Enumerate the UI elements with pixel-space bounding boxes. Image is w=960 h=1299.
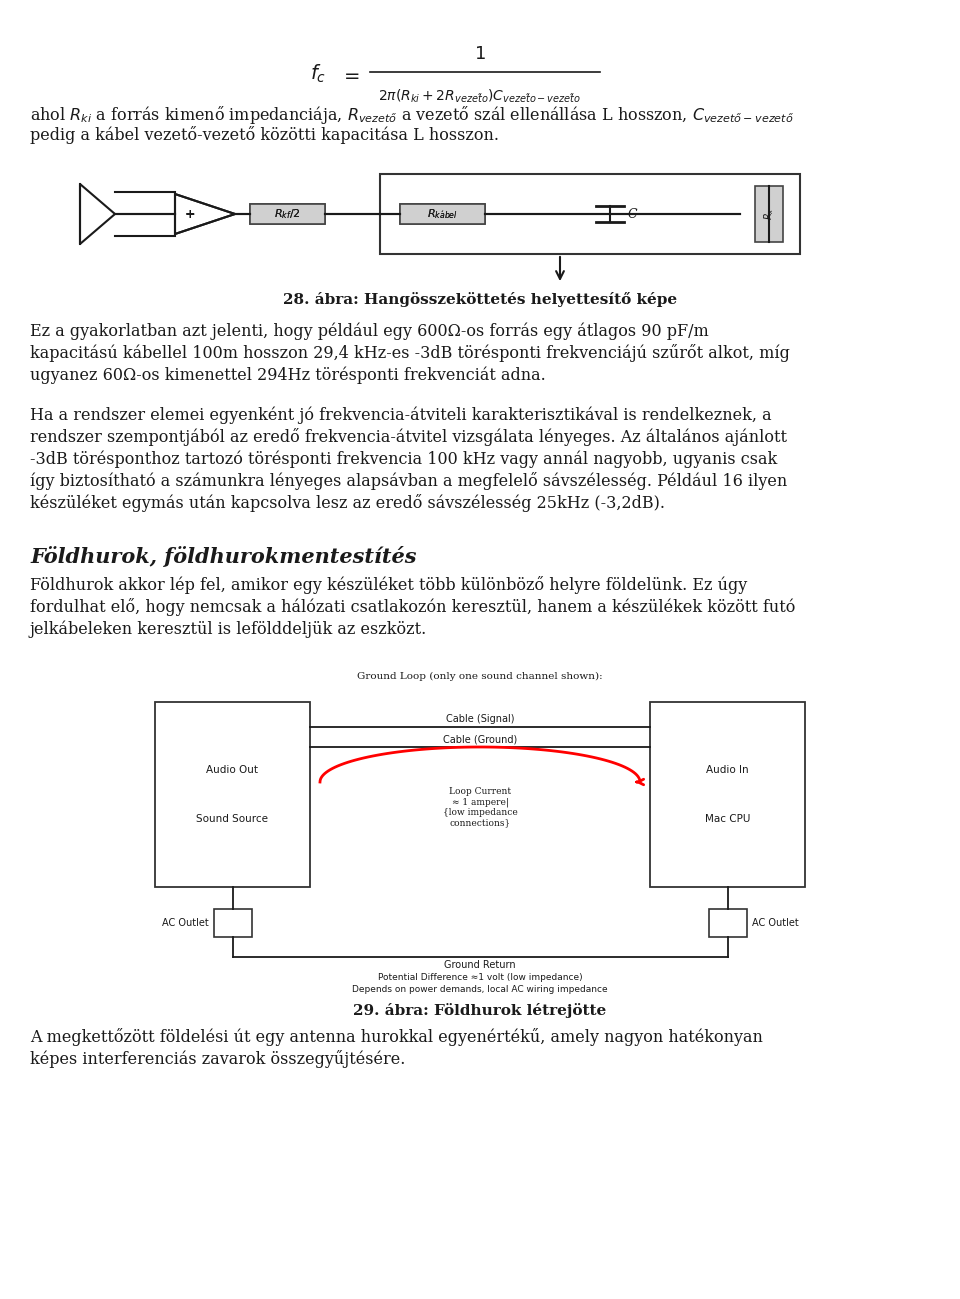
Text: Ha a rendszer elemei egyenként jó frekvencia-átviteli karakterisztikával is rend: Ha a rendszer elemei egyenként jó frekve… — [30, 407, 772, 423]
Text: -3dB törésponthoz tartozó törésponti frekvencia 100 kHz vagy annál nagyobb, ugya: -3dB törésponthoz tartozó törésponti fre… — [30, 449, 778, 468]
Text: AC Outlet: AC Outlet — [752, 918, 799, 927]
Text: készüléket egymás után kapcsolva lesz az eredő sávszélesség 25kHz (-3,2dB).: készüléket egymás után kapcsolva lesz az… — [30, 494, 665, 512]
Text: AC Outlet: AC Outlet — [161, 918, 208, 927]
Text: 29. ábra: Földhurok létrejötte: 29. ábra: Földhurok létrejötte — [353, 1003, 607, 1018]
Text: Ground Loop (only one sound channel shown):: Ground Loop (only one sound channel show… — [357, 672, 603, 681]
Text: A megkettőzött földelési út egy antenna hurokkal egyenértékű, amely nagyon haték: A megkettőzött földelési út egy antenna … — [30, 1028, 763, 1046]
Text: Audio Out: Audio Out — [206, 765, 258, 774]
Text: fordulhat elő, hogy nemcsak a hálózati csatlakozón keresztül, hanem a készülékek: fordulhat elő, hogy nemcsak a hálózati c… — [30, 598, 796, 616]
Text: Audio In: Audio In — [707, 765, 749, 774]
Text: Ez a gyakorlatban azt jelenti, hogy például egy 600Ω-os forrás egy átlagos 90 pF: Ez a gyakorlatban azt jelenti, hogy péld… — [30, 322, 708, 339]
Text: $R_{kf}/2$: $R_{kf}/2$ — [275, 207, 300, 221]
Text: pedig a kábel vezető-vezető közötti kapacitása L hosszon.: pedig a kábel vezető-vezető közötti kapa… — [30, 126, 499, 144]
Text: $R_x$: $R_x$ — [762, 208, 776, 221]
Text: Ground Return: Ground Return — [444, 960, 516, 970]
Text: C: C — [628, 208, 637, 221]
FancyBboxPatch shape — [755, 186, 783, 242]
Text: −: − — [184, 208, 195, 221]
Text: képes interferenciás zavarok összegyűjtésére.: képes interferenciás zavarok összegyűjté… — [30, 1050, 405, 1068]
Text: kapacitású kábellel 100m hosszon 29,4 kHz-es -3dB törésponti frekvenciájú szűrőt: kapacitású kábellel 100m hosszon 29,4 kH… — [30, 344, 790, 362]
Text: jelkábeleken keresztül is lefölddeljük az eszközt.: jelkábeleken keresztül is lefölddeljük a… — [30, 620, 427, 638]
Text: +: + — [184, 208, 195, 221]
Text: Depends on power demands, local AC wiring impedance: Depends on power demands, local AC wirin… — [352, 985, 608, 994]
Text: Cable (Ground): Cable (Ground) — [443, 734, 517, 744]
Text: $R_{k\acute{a}bel}$: $R_{k\acute{a}bel}$ — [427, 207, 458, 221]
Text: $2\pi(R_{ki}+2R_{vezet\H{o}})C_{vezet\H{o}-vezet\H{o}}$: $2\pi(R_{ki}+2R_{vezet\H{o}})C_{vezet\H{… — [378, 87, 582, 105]
Text: 28. ábra: Hangösszeköttetés helyettesítő képe: 28. ábra: Hangösszeköttetés helyettesítő… — [283, 292, 677, 307]
Text: $f_c$: $f_c$ — [310, 62, 326, 86]
Text: $1$: $1$ — [474, 45, 486, 62]
Text: $=$: $=$ — [340, 65, 360, 83]
Text: Mac CPU: Mac CPU — [705, 814, 750, 825]
FancyBboxPatch shape — [400, 204, 485, 223]
Text: Földhurok akkor lép fel, amikor egy készüléket több különböző helyre földelünk. : Földhurok akkor lép fel, amikor egy kész… — [30, 575, 747, 594]
Text: ahol $R_{ki}$ a forrás kimenő impedanciája, $R_{vezető}$ a vezető szál ellenállá: ahol $R_{ki}$ a forrás kimenő impedanciá… — [30, 104, 794, 126]
Text: ugyanez 60Ω-os kimenettel 294Hz törésponti frekvenciát adna.: ugyanez 60Ω-os kimenettel 294Hz töréspon… — [30, 366, 545, 383]
Text: Loop Current
≈ 1 ampere|
{low impedance
connections}: Loop Current ≈ 1 ampere| {low impedance … — [443, 787, 517, 827]
Text: így biztosítható a számunkra lényeges alapsávban a megfelelő sávszélesség. Példá: így biztosítható a számunkra lényeges al… — [30, 472, 787, 490]
Text: Sound Source: Sound Source — [197, 814, 269, 825]
FancyBboxPatch shape — [400, 204, 485, 223]
FancyBboxPatch shape — [250, 204, 325, 223]
Text: Földhurok, földhurokmentestítés: Földhurok, földhurokmentestítés — [30, 546, 417, 566]
Text: $R_{k\acute{a}bel}$: $R_{k\acute{a}bel}$ — [427, 207, 458, 221]
Text: Cable (Signal): Cable (Signal) — [445, 714, 515, 724]
FancyBboxPatch shape — [250, 204, 325, 223]
Text: rendszer szempontjából az eredő frekvencia-átvitel vizsgálata lényeges. Az által: rendszer szempontjából az eredő frekvenc… — [30, 427, 787, 446]
Text: Potential Difference ≈1 volt (low impedance): Potential Difference ≈1 volt (low impeda… — [377, 973, 583, 982]
Text: $R_{kf}/2$: $R_{kf}/2$ — [275, 207, 300, 221]
